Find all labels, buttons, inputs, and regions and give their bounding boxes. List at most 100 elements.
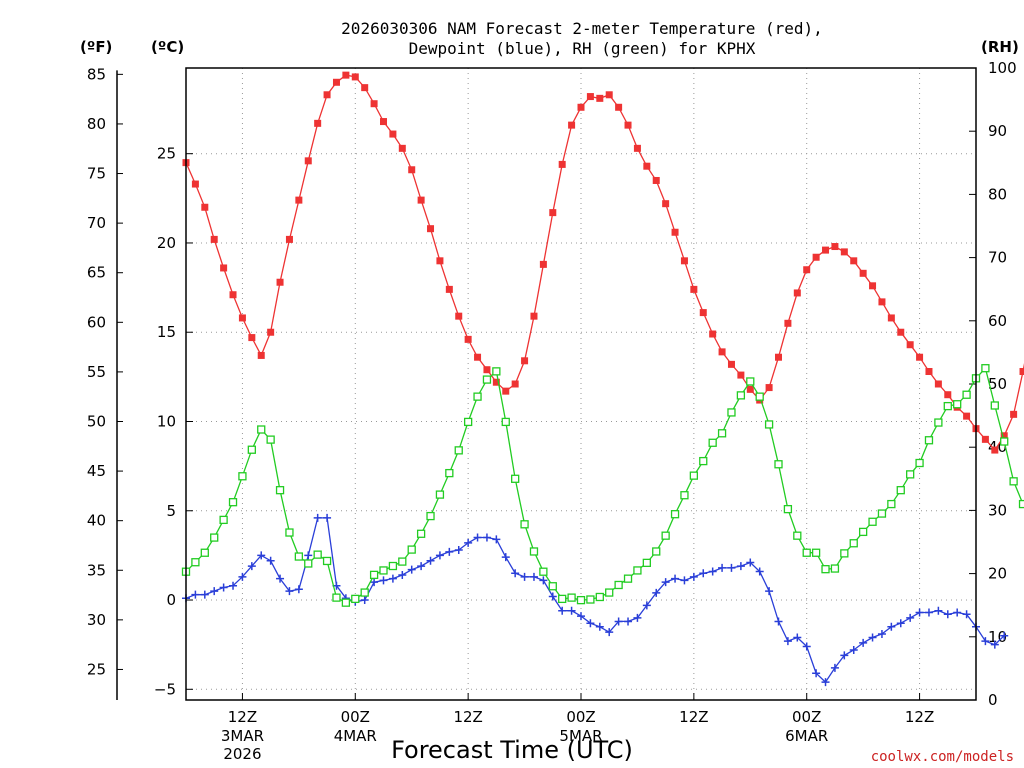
rh-point <box>492 367 501 376</box>
rh-point <box>990 401 999 410</box>
dewpoint-point <box>812 669 821 678</box>
rh-point <box>567 593 576 602</box>
rh-point <box>586 595 595 604</box>
fahrenheit-tick-label: 30 <box>87 611 106 629</box>
temperature-point <box>427 225 435 233</box>
temperature-point <box>727 360 735 368</box>
temperature-point <box>596 94 604 102</box>
dewpoint-point <box>915 608 924 617</box>
dewpoint-point <box>398 571 407 580</box>
rh-point <box>774 460 783 469</box>
rh-tick-label: 80 <box>988 185 1007 203</box>
temperature-point <box>332 78 340 86</box>
temperature-point <box>455 312 463 320</box>
dewpoint-point <box>934 606 943 615</box>
temperature-point <box>633 144 641 152</box>
temperature-point <box>323 91 331 99</box>
rh-point <box>595 592 604 602</box>
dewpoint-point <box>605 628 614 637</box>
dewpoint-point <box>671 574 680 583</box>
fahrenheit-tick-label: 40 <box>87 512 106 530</box>
dewpoint-point <box>191 590 200 599</box>
rh-point <box>727 408 736 417</box>
plot-frame <box>185 67 977 701</box>
dewpoint-point <box>379 576 388 585</box>
dewpoint-point <box>407 565 416 574</box>
dewpoint-point <box>482 533 491 542</box>
dewpoint-point <box>586 619 595 628</box>
dewpoint-point <box>454 546 463 555</box>
dewpoint-point <box>821 678 830 687</box>
temperature-point <box>840 248 848 256</box>
temperature-point <box>831 243 839 251</box>
dewpoint-point <box>736 562 745 571</box>
rh-point <box>275 486 285 495</box>
dewpoint-point <box>257 551 266 560</box>
year-tick-label: 2026 <box>223 745 261 763</box>
rh-point <box>1018 499 1024 509</box>
rh-point <box>915 458 924 468</box>
celsius-unit-label: (ºC) <box>151 38 184 56</box>
dewpoint-point <box>520 572 529 581</box>
temperature-point <box>775 353 782 361</box>
temperature-point <box>709 330 717 338</box>
credit-text: coolwx.com/models <box>871 749 1014 765</box>
temperature-point <box>925 368 933 376</box>
rh-point <box>416 529 426 538</box>
rh-point <box>539 567 548 576</box>
fahrenheit-tick-label: 50 <box>87 412 106 430</box>
rh-point <box>482 375 492 384</box>
temperature-point <box>521 357 529 365</box>
rh-point <box>238 472 247 481</box>
dewpoint-point <box>229 581 238 590</box>
temperature-point <box>511 380 519 388</box>
temperature-point <box>342 71 350 79</box>
dewpoint-point <box>624 617 633 626</box>
temperature-point <box>276 278 284 286</box>
rh-point <box>623 574 633 583</box>
dewpoint-point <box>633 613 642 622</box>
dewpoint-point <box>294 585 303 594</box>
rh-tick-label: 10 <box>988 628 1007 646</box>
date-tick-label: 3MAR <box>221 727 264 745</box>
temperature-point <box>981 435 989 443</box>
rh-tick-label: 0 <box>988 691 998 709</box>
rh-point <box>520 520 529 529</box>
rh-point <box>802 548 811 557</box>
temperature-point <box>417 196 425 204</box>
temperature-point <box>436 257 444 265</box>
dewpoint-point <box>840 651 849 660</box>
rh-point <box>501 417 510 427</box>
dewpoint-point <box>802 642 811 651</box>
time-tick-label: 12Z <box>679 708 708 726</box>
chart-title-line-1: 2026030306 NAM Forecast 2-meter Temperat… <box>341 19 823 38</box>
dewpoint-point <box>718 563 727 572</box>
dewpoint-point <box>200 590 209 599</box>
rh-series <box>181 364 1024 607</box>
rh-point <box>257 425 266 434</box>
temperature-point <box>605 91 613 99</box>
temperature-point <box>850 257 858 265</box>
dewpoint-point <box>276 574 285 583</box>
rh-point <box>877 509 887 518</box>
celsius-tick-label: 5 <box>166 502 176 520</box>
temperature-point <box>577 103 585 111</box>
rh-tick-label: 100 <box>988 59 1017 77</box>
temperature-point <box>963 412 971 420</box>
dewpoint-point <box>238 572 247 581</box>
rh-point <box>830 564 840 573</box>
dewpoint-point <box>1000 631 1009 640</box>
date-tick-label: 6MAR <box>785 727 828 745</box>
rh-point <box>576 595 586 605</box>
dewpoint-point <box>990 640 999 649</box>
temperature-point <box>812 253 820 261</box>
rh-point <box>708 438 717 447</box>
dewpoint-point <box>765 587 774 596</box>
date-tick-label: 4MAR <box>334 727 377 745</box>
time-tick-label: 12Z <box>453 708 482 726</box>
dewpoint-point <box>699 569 708 578</box>
rh-point <box>332 593 341 602</box>
rh-point <box>398 557 407 566</box>
